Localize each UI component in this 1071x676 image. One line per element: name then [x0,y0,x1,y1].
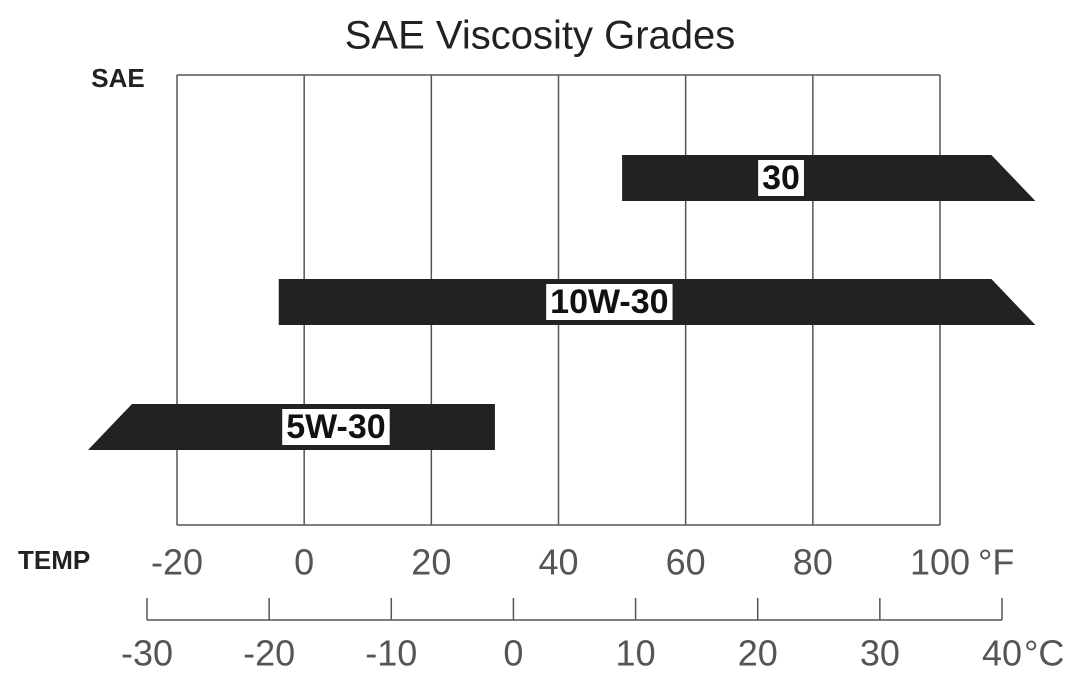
x-unit: °F [978,542,1014,583]
x2-tick-label: 20 [738,633,778,674]
x2-tick-label: -30 [121,633,173,674]
x2-tick-label: 40 [982,633,1022,674]
y-axis-label: SAE [91,63,144,93]
x2-tick-label: 30 [860,633,900,674]
bar-label: 10W-30 [550,283,668,321]
x-axis-label: TEMP [18,545,90,575]
chart-title: SAE Viscosity Grades [345,14,736,58]
bar-label-box [282,409,390,445]
x-tick-label: -20 [151,542,203,583]
bar-label-box [546,284,673,320]
range-bar [622,155,1036,201]
x-tick-label: 100 [910,542,970,583]
x2-tick-label: 10 [616,633,656,674]
bar-label: 30 [762,159,800,197]
bar-label-box [758,160,804,196]
x-tick-label: 20 [411,542,451,583]
x2-tick-label: -20 [243,633,295,674]
x2-tick-label: -10 [365,633,417,674]
x-tick-label: 80 [793,542,833,583]
bar-label: 5W-30 [286,408,385,446]
x-tick-label: 60 [666,542,706,583]
x2-unit: °C [1024,633,1064,674]
x-tick-label: 40 [538,542,578,583]
x-tick-label: 0 [294,542,314,583]
x2-tick-label: 0 [503,633,523,674]
